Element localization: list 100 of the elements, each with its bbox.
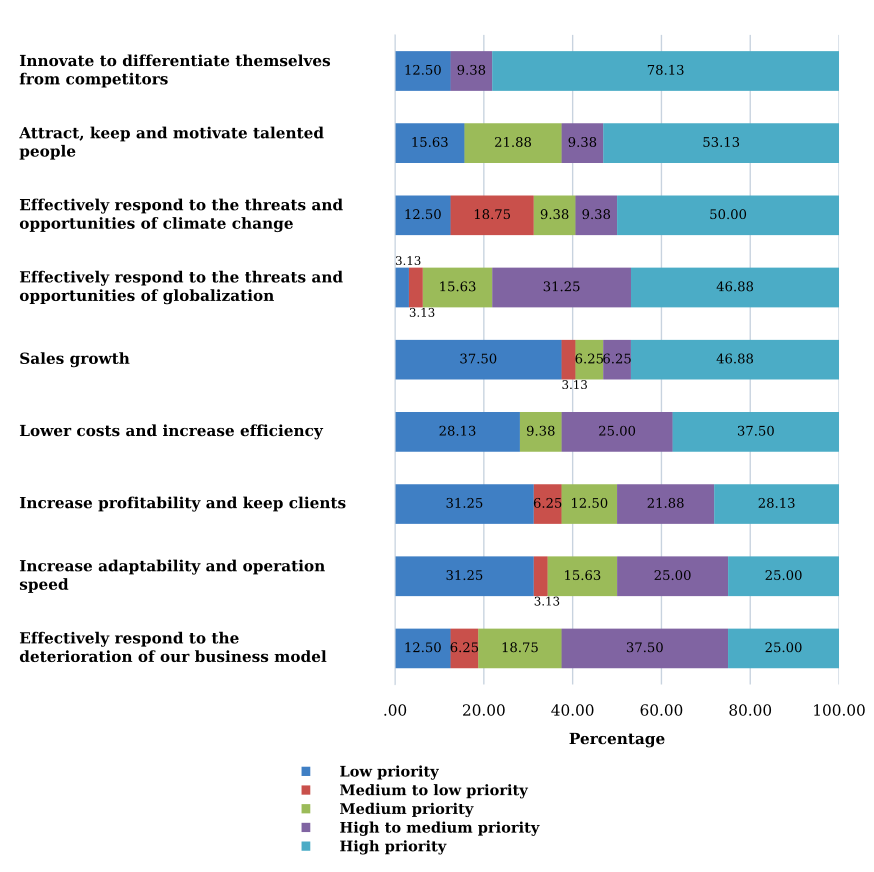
data-label: 12.50 xyxy=(406,642,441,652)
data-label: 3.13 xyxy=(534,596,560,606)
y-tick-label: Lower costs and increase efficiency xyxy=(20,424,324,440)
data-label: 28.13 xyxy=(440,426,476,436)
data-label: 53.13 xyxy=(703,137,740,147)
bar xyxy=(534,556,548,596)
data-label: 6.25 xyxy=(534,498,562,508)
bar xyxy=(672,412,840,452)
data-label: 15.63 xyxy=(412,137,448,147)
data-label: 21.88 xyxy=(648,498,684,508)
bar xyxy=(630,340,840,380)
data-label: 15.63 xyxy=(565,570,600,580)
bar xyxy=(395,123,464,164)
bar xyxy=(548,556,618,596)
data-label: 37.50 xyxy=(738,426,774,436)
x-tick-label: 80.00 xyxy=(729,704,772,716)
bar xyxy=(464,123,562,164)
bar xyxy=(630,268,840,308)
y-tick-label: Attract, keep and motivate talented people xyxy=(19,126,324,160)
bar xyxy=(395,268,409,308)
bar xyxy=(534,195,576,236)
data-label: 18.75 xyxy=(502,642,538,652)
bar xyxy=(395,556,534,596)
bar xyxy=(492,51,840,91)
y-tick-label: Effectively respond to the deterioration of our business model xyxy=(20,632,326,662)
data-label: 21.88 xyxy=(495,137,532,147)
bar xyxy=(562,628,728,668)
bar xyxy=(562,484,618,524)
bar xyxy=(450,51,492,91)
data-label: 25.00 xyxy=(766,642,802,652)
data-label: 3.13 xyxy=(396,256,420,266)
x-tick-label: 40.00 xyxy=(551,704,594,716)
bar xyxy=(422,268,492,308)
x-tick-label: 100.00 xyxy=(814,704,865,716)
data-label: 12.50 xyxy=(406,209,441,220)
y-tick-label: Effectively respond to the threats and opportunities of climate change xyxy=(20,198,343,232)
bar xyxy=(395,195,451,236)
x-tick-label: 60.00 xyxy=(640,704,682,716)
data-label: 18.75 xyxy=(474,209,510,220)
x-tick-label: 20.00 xyxy=(463,704,505,716)
bar xyxy=(395,340,562,380)
data-label: 15.63 xyxy=(440,281,476,292)
legend-label: Medium priority xyxy=(340,802,474,818)
bar xyxy=(562,412,673,452)
bar xyxy=(617,195,840,236)
legend-label: Low priority xyxy=(340,765,440,780)
bar xyxy=(603,123,840,164)
data-label: 37.50 xyxy=(460,354,496,364)
bar xyxy=(603,340,631,380)
y-tick-label: Innovate to differentiate themselves from competitors xyxy=(20,54,330,88)
bar xyxy=(575,340,604,380)
y-tick-label: Increase profitability and keep clients xyxy=(20,496,346,512)
bar xyxy=(450,628,478,668)
x-axis-title: Percentage xyxy=(570,732,665,748)
legend-label: High priority xyxy=(340,840,447,855)
bar xyxy=(562,340,576,380)
data-label: 37.50 xyxy=(626,642,663,652)
data-label: 12.50 xyxy=(406,64,441,75)
data-label: 6.25 xyxy=(576,354,603,364)
bar xyxy=(728,556,840,596)
y-tick-label: Effectively respond to the threats and opportunities of globalization xyxy=(20,270,343,304)
data-label: 12.50 xyxy=(572,498,608,508)
data-label: 9.38 xyxy=(540,209,568,220)
bar xyxy=(408,268,423,308)
data-label: 28.13 xyxy=(758,498,795,508)
data-label: 6.25 xyxy=(603,354,631,364)
bar xyxy=(520,412,562,452)
bar xyxy=(617,484,714,524)
data-label: 31.25 xyxy=(446,498,482,508)
data-label: 25.00 xyxy=(766,570,802,580)
bar xyxy=(395,412,520,452)
data-label: 50.00 xyxy=(710,209,746,220)
legend-label: Medium to low priority xyxy=(340,784,528,798)
data-label: 31.25 xyxy=(544,281,580,292)
data-label: 3.13 xyxy=(562,380,587,390)
bar xyxy=(562,123,604,164)
bar xyxy=(450,195,534,236)
data-label: 46.88 xyxy=(716,354,754,364)
data-label: 78.13 xyxy=(648,64,684,75)
data-label: 46.88 xyxy=(716,281,754,292)
legend-label: High to medium priority xyxy=(340,821,540,836)
bar xyxy=(395,51,451,91)
bar xyxy=(478,628,562,668)
bar xyxy=(728,628,840,668)
data-label: 9.38 xyxy=(582,209,610,220)
data-label: 25.00 xyxy=(654,570,691,580)
bar xyxy=(714,484,840,524)
bar xyxy=(395,484,534,524)
y-tick-label: Sales growth xyxy=(20,352,130,368)
data-label: 25.00 xyxy=(599,426,636,436)
bar xyxy=(395,628,451,668)
data-label: 3.13 xyxy=(410,308,434,317)
y-tick-label: Increase adaptability and operation speed xyxy=(20,560,325,593)
bar xyxy=(575,195,618,236)
data-label: 31.25 xyxy=(446,570,482,580)
data-label: 6.25 xyxy=(450,642,478,652)
bar xyxy=(492,268,631,308)
data-label: 9.38 xyxy=(568,137,596,147)
data-label: 9.38 xyxy=(526,426,555,436)
bar xyxy=(617,556,728,596)
